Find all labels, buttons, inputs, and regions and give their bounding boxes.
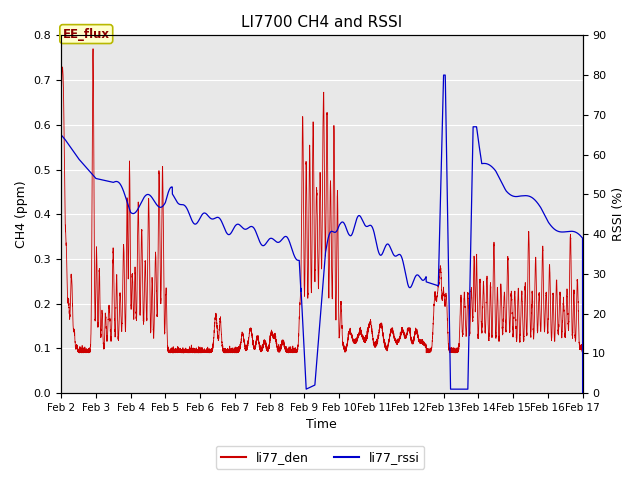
- Y-axis label: RSSI (%): RSSI (%): [612, 187, 625, 241]
- Y-axis label: CH4 (ppm): CH4 (ppm): [15, 180, 28, 248]
- Title: LI7700 CH4 and RSSI: LI7700 CH4 and RSSI: [241, 15, 403, 30]
- Text: EE_flux: EE_flux: [63, 27, 110, 41]
- X-axis label: Time: Time: [307, 419, 337, 432]
- Legend: li77_den, li77_rssi: li77_den, li77_rssi: [216, 446, 424, 469]
